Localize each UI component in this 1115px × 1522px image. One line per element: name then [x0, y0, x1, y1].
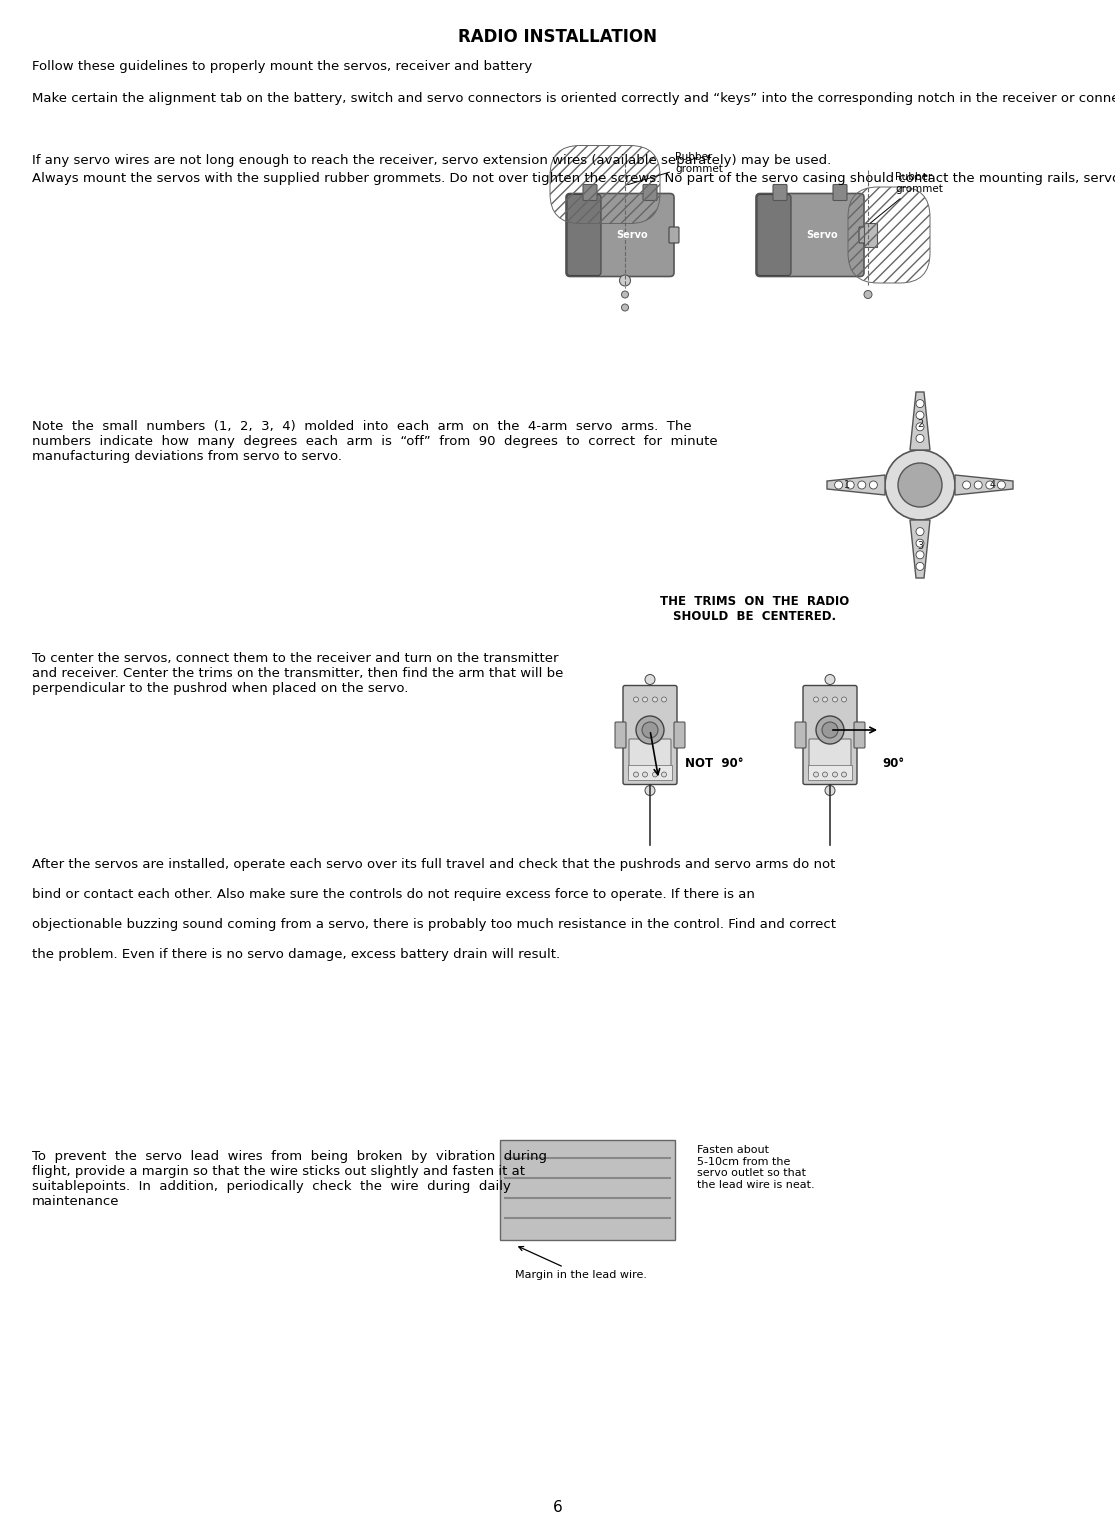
Circle shape [870, 481, 878, 489]
Circle shape [917, 423, 924, 431]
Text: 3: 3 [917, 540, 923, 551]
Circle shape [986, 481, 993, 489]
Circle shape [917, 411, 924, 419]
Text: 4: 4 [990, 479, 996, 490]
Circle shape [864, 291, 872, 298]
Text: Note  the  small  numbers  (1,  2,  3,  4)  molded  into  each  arm  on  the  4-: Note the small numbers (1, 2, 3, 4) mold… [32, 420, 718, 463]
Text: bind or contact each other. Also make sure the controls do not require excess fo: bind or contact each other. Also make su… [32, 887, 755, 901]
Circle shape [814, 772, 818, 778]
Text: THE  TRIMS  ON  THE  RADIO
SHOULD  BE  CENTERED.: THE TRIMS ON THE RADIO SHOULD BE CENTERE… [660, 595, 850, 622]
Text: To  prevent  the  servo  lead  wires  from  being  broken  by  vibration  during: To prevent the servo lead wires from bei… [32, 1151, 547, 1208]
FancyBboxPatch shape [673, 721, 685, 747]
FancyBboxPatch shape [643, 184, 657, 201]
Polygon shape [910, 521, 930, 578]
FancyBboxPatch shape [864, 224, 878, 247]
FancyBboxPatch shape [808, 764, 852, 779]
Text: 6: 6 [553, 1501, 562, 1514]
Circle shape [898, 463, 942, 507]
FancyBboxPatch shape [795, 721, 806, 747]
Text: Servo: Servo [806, 230, 837, 240]
FancyBboxPatch shape [623, 685, 677, 784]
Text: objectionable buzzing sound coming from a servo, there is probably too much resi: objectionable buzzing sound coming from … [32, 918, 836, 931]
FancyBboxPatch shape [628, 764, 672, 779]
Circle shape [642, 697, 648, 702]
FancyBboxPatch shape [833, 184, 847, 201]
Circle shape [917, 528, 924, 536]
Text: Rubber
grommet: Rubber grommet [628, 152, 723, 184]
FancyBboxPatch shape [756, 193, 864, 277]
Circle shape [917, 400, 924, 408]
Circle shape [661, 772, 667, 778]
Text: RADIO INSTALLATION: RADIO INSTALLATION [458, 27, 657, 46]
Circle shape [621, 304, 629, 310]
Circle shape [835, 481, 843, 489]
Text: Margin in the lead wire.: Margin in the lead wire. [515, 1247, 647, 1280]
Polygon shape [956, 475, 1014, 495]
Text: 2: 2 [917, 419, 923, 429]
Circle shape [633, 772, 639, 778]
Text: If any servo wires are not long enough to reach the receiver, servo extension wi: If any servo wires are not long enough t… [32, 154, 832, 167]
FancyBboxPatch shape [854, 721, 865, 747]
Circle shape [620, 275, 630, 286]
Text: Servo: Servo [617, 230, 648, 240]
Circle shape [846, 481, 854, 489]
Text: Fasten about
5-10cm from the
servo outlet so that
the lead wire is neat.: Fasten about 5-10cm from the servo outle… [697, 1145, 815, 1190]
Circle shape [652, 772, 658, 778]
FancyBboxPatch shape [803, 685, 857, 784]
Circle shape [636, 715, 665, 744]
Circle shape [857, 481, 866, 489]
Circle shape [814, 697, 818, 702]
Circle shape [917, 434, 924, 443]
Circle shape [644, 785, 655, 796]
Circle shape [917, 539, 924, 548]
Text: To center the servos, connect them to the receiver and turn on the transmitter
a: To center the servos, connect them to th… [32, 651, 563, 696]
Circle shape [642, 721, 658, 738]
Circle shape [842, 697, 846, 702]
Circle shape [842, 772, 846, 778]
FancyBboxPatch shape [757, 195, 791, 275]
Circle shape [633, 697, 639, 702]
Text: After the servos are installed, operate each servo over its full travel and chec: After the servos are installed, operate … [32, 858, 835, 871]
Text: 90°: 90° [882, 756, 904, 770]
FancyBboxPatch shape [859, 227, 869, 244]
Circle shape [642, 772, 648, 778]
FancyBboxPatch shape [809, 740, 851, 775]
Circle shape [885, 451, 956, 521]
Circle shape [825, 674, 835, 685]
FancyBboxPatch shape [566, 193, 673, 277]
Circle shape [644, 674, 655, 685]
Circle shape [917, 551, 924, 559]
Circle shape [975, 481, 982, 489]
Circle shape [816, 715, 844, 744]
Text: Make certain the alignment tab on the battery, switch and servo connectors is or: Make certain the alignment tab on the ba… [32, 91, 1115, 105]
FancyBboxPatch shape [583, 184, 597, 201]
FancyBboxPatch shape [629, 740, 671, 775]
Circle shape [917, 563, 924, 571]
Text: Always mount the servos with the supplied rubber grommets. Do not over tighten t: Always mount the servos with the supplie… [32, 172, 1115, 186]
Circle shape [833, 697, 837, 702]
FancyBboxPatch shape [669, 227, 679, 244]
Polygon shape [827, 475, 885, 495]
FancyBboxPatch shape [615, 721, 626, 747]
Circle shape [621, 291, 629, 298]
FancyBboxPatch shape [500, 1140, 675, 1240]
Circle shape [823, 697, 827, 702]
FancyBboxPatch shape [568, 195, 601, 275]
Text: the problem. Even if there is no servo damage, excess battery drain will result.: the problem. Even if there is no servo d… [32, 948, 560, 960]
Circle shape [652, 697, 658, 702]
Text: 1: 1 [844, 479, 850, 490]
Text: Follow these guidelines to properly mount the servos, receiver and battery: Follow these guidelines to properly moun… [32, 59, 532, 73]
Circle shape [661, 697, 667, 702]
FancyBboxPatch shape [773, 184, 787, 201]
Text: Rubber
grommet: Rubber grommet [870, 172, 943, 224]
Circle shape [822, 721, 838, 738]
Circle shape [823, 772, 827, 778]
Circle shape [998, 481, 1006, 489]
Circle shape [833, 772, 837, 778]
Polygon shape [910, 393, 930, 451]
Text: NOT  90°: NOT 90° [685, 756, 744, 770]
Circle shape [825, 785, 835, 796]
Circle shape [962, 481, 970, 489]
